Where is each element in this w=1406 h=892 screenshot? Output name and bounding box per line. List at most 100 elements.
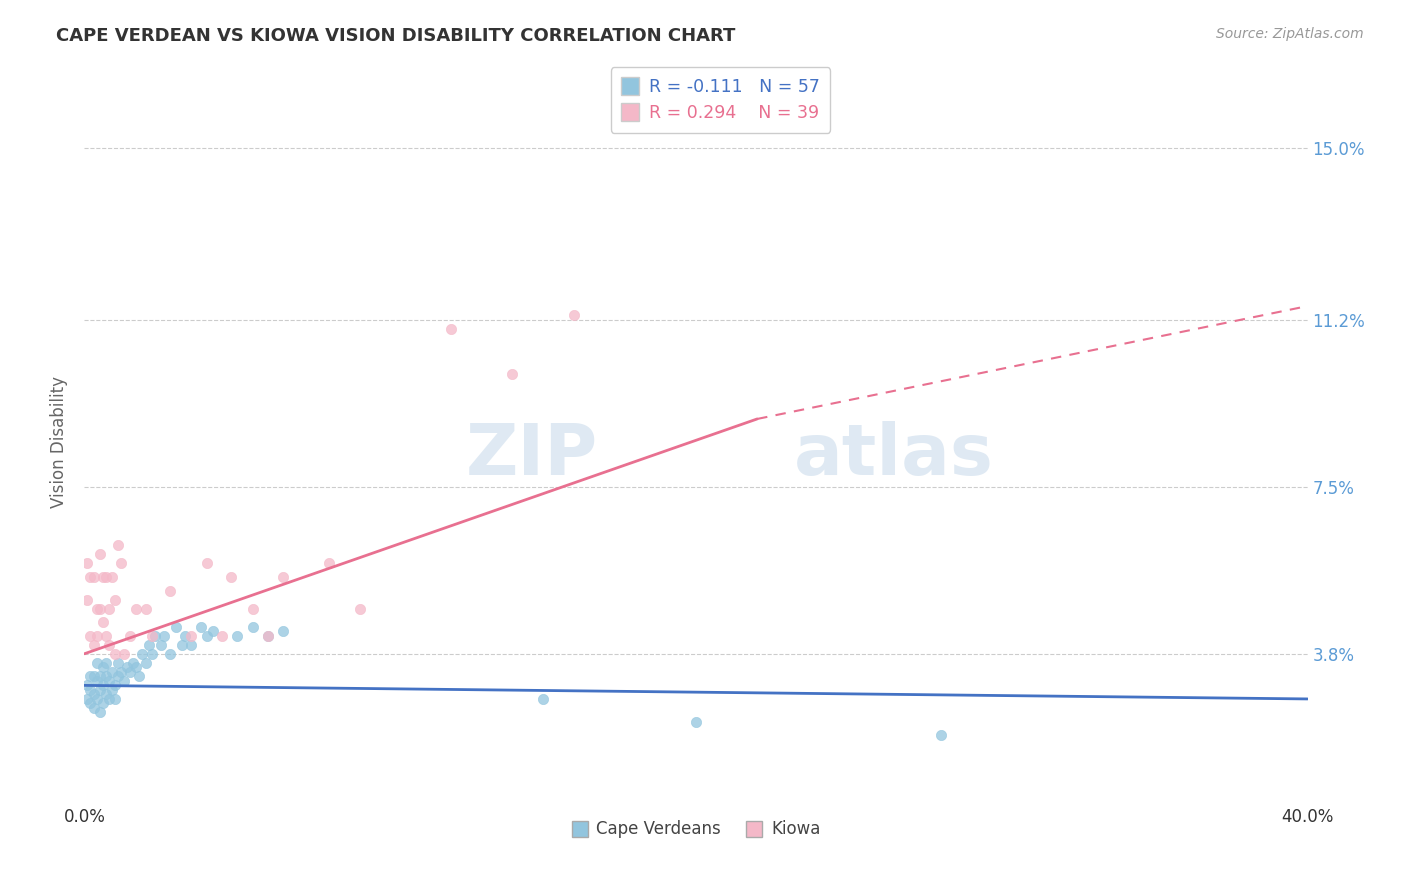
Point [562,308,585,322]
Point [271,570,294,584]
Point [120,665,142,679]
Point [349,601,371,615]
Point [76,592,98,607]
Point [120,629,142,643]
Point [271,624,294,639]
Point [211,629,233,643]
Text: Source: ZipAtlas.com: Source: ZipAtlas.com [1216,27,1364,41]
Point [79,682,101,697]
Point [97,673,120,688]
Point [89,548,111,562]
Point [226,629,249,643]
Point [125,660,148,674]
Point [195,557,218,571]
Point [91,660,114,674]
Text: ZIP: ZIP [465,422,598,491]
Point [135,601,157,615]
Point [89,682,111,697]
Point [153,629,176,643]
Point [143,629,166,643]
Point [101,665,124,679]
Point [122,656,145,670]
Point [101,682,124,697]
Y-axis label: Vision Disability: Vision Disability [51,376,69,508]
Point [172,638,194,652]
Point [83,638,105,652]
Point [97,692,120,706]
Point [685,714,707,729]
Point [219,570,242,584]
Point [94,629,117,643]
Point [94,669,117,683]
Point [531,692,554,706]
Point [138,638,160,652]
Point [79,697,101,711]
Point [89,601,111,615]
Point [131,647,153,661]
Point [89,706,111,720]
Point [110,665,132,679]
Point [125,601,148,615]
Point [83,687,105,701]
Point [79,669,101,683]
Point [94,570,117,584]
Point [91,678,114,692]
Point [76,692,98,706]
Point [110,557,132,571]
Point [141,647,163,661]
Text: atlas: atlas [794,422,994,491]
Point [86,601,108,615]
Point [86,673,108,688]
Point [149,638,172,652]
Point [128,669,150,683]
Point [101,570,124,584]
Point [94,656,117,670]
Point [502,367,524,381]
Point [180,629,202,643]
Point [201,624,224,639]
Point [97,601,120,615]
Point [190,620,212,634]
Point [159,583,181,598]
Point [94,687,117,701]
Point [242,620,264,634]
Point [79,629,101,643]
Legend: Cape Verdeans, Kiowa: Cape Verdeans, Kiowa [565,814,827,845]
Point [112,647,135,661]
Point [195,629,218,643]
Point [76,678,98,692]
Point [107,656,129,670]
Point [83,570,105,584]
Point [242,601,264,615]
Point [86,656,108,670]
Point [107,669,129,683]
Point [318,557,340,571]
Point [83,701,105,715]
Point [79,570,101,584]
Point [165,620,187,634]
Point [440,321,463,335]
Point [104,647,127,661]
Point [112,673,135,688]
Point [86,692,108,706]
Point [91,570,114,584]
Point [159,647,181,661]
Point [135,656,157,670]
Point [104,692,127,706]
Point [257,629,280,643]
Point [257,629,280,643]
Point [104,592,127,607]
Point [76,557,98,571]
Point [107,538,129,552]
Point [141,629,163,643]
Point [91,615,114,630]
Point [104,678,127,692]
Point [97,638,120,652]
Point [89,669,111,683]
Point [115,660,138,674]
Point [83,669,105,683]
Point [929,728,952,742]
Point [180,638,202,652]
Point [91,697,114,711]
Text: CAPE VERDEAN VS KIOWA VISION DISABILITY CORRELATION CHART: CAPE VERDEAN VS KIOWA VISION DISABILITY … [56,27,735,45]
